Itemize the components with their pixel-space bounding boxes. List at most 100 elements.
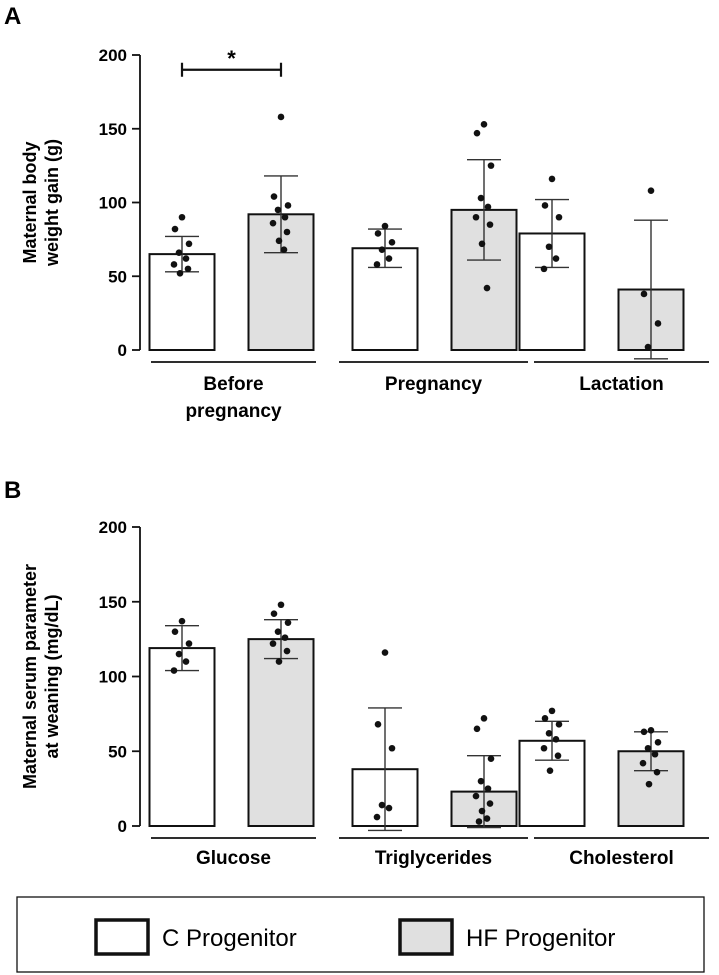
legend-label-hf: HF Progenitor [466,925,615,952]
data-point [284,202,292,209]
data-point [647,187,655,194]
data-point [555,213,563,221]
y-tick-label: 50 [108,742,127,761]
y-tick-label: 50 [108,267,127,286]
panel-label-b: B [4,477,21,504]
data-point [381,222,389,230]
data-point [378,801,386,809]
data-point [385,255,393,262]
y-tick-label: 150 [99,120,127,139]
data-point [378,246,386,253]
data-point [283,647,291,655]
panel-a-chart: 0 50 100 150 200 Maternal body weight gain (g)… [20,46,709,422]
category-label: Glucose [196,848,271,869]
bar [247,638,315,827]
data-point [185,240,193,248]
data-point [548,707,556,715]
data-point [277,113,285,121]
data-point [274,628,282,635]
data-point [283,228,291,236]
data-point [281,213,289,221]
data-point [545,730,553,737]
data-point [170,261,178,268]
data-point [640,728,648,736]
data-point [484,203,492,211]
data-point [284,619,292,626]
data-point [275,658,283,665]
y-tick-label: 0 [118,341,127,360]
y-tick-label: 200 [99,518,127,537]
data-point [541,202,549,209]
data-point [486,800,494,807]
data-point [486,221,494,228]
data-point [182,255,190,262]
data-point [274,206,282,214]
data-point [388,744,396,752]
y-axis-label: Maternal body weight gain (g) [20,139,62,267]
significance-star: * [227,46,236,71]
panel-label-a: A [4,3,21,30]
data-point [388,239,396,246]
data-point [277,601,285,609]
data-point [487,755,495,763]
data-point [473,725,481,733]
data-point [472,792,480,800]
data-point [171,628,179,635]
data-point [280,246,288,253]
data-point [176,270,184,277]
category-label: Cholesterol [569,848,674,869]
y-tick-label: 100 [99,194,127,213]
data-point [385,804,393,812]
data-point [540,744,548,752]
legend-swatch-c [94,918,150,956]
y-tick-label: 100 [99,668,127,687]
data-point [645,780,653,788]
category-label: Lactation [579,374,663,395]
data-point [275,237,283,245]
legend-label-c: C Progenitor [162,925,297,952]
category-label: Before [203,374,263,395]
data-point [281,634,289,641]
y-tick-label: 200 [99,46,127,65]
data-point [483,284,491,292]
data-point [374,721,382,728]
data-point [373,813,381,821]
panel-b-chart: 0 50 100 150 200 Maternal serum parameter at w… [20,518,709,869]
data-point [644,744,652,752]
data-point [477,777,485,785]
y-tick-label: 0 [118,817,127,836]
data-point [546,767,554,774]
data-point [475,818,483,825]
y-axis-label: Maternal serum parameter at weaning (mg/d… [20,564,62,789]
data-point [644,343,652,351]
data-point [483,815,491,822]
data-point [381,649,389,656]
category-label: Triglycerides [375,848,492,869]
data-point [540,265,548,273]
data-point [269,219,277,227]
data-point [269,640,277,647]
data-point [178,213,186,221]
data-point [651,750,659,758]
data-point [640,290,648,298]
data-point [184,265,192,273]
data-point [478,240,486,248]
legend-swatch-hf [398,918,454,956]
data-point [178,617,186,625]
data-point [552,735,560,743]
data-point [654,320,662,327]
category-label: pregnancy [185,401,282,422]
legend-frame [16,896,705,973]
data-point [555,721,563,728]
data-point [182,658,190,665]
bar [148,647,216,827]
data-point [653,768,661,776]
data-point [473,129,481,137]
data-point [477,194,485,202]
data-point [472,213,480,221]
data-point [647,727,655,734]
data-point [270,610,278,618]
data-point [374,230,382,237]
data-point [541,715,549,722]
